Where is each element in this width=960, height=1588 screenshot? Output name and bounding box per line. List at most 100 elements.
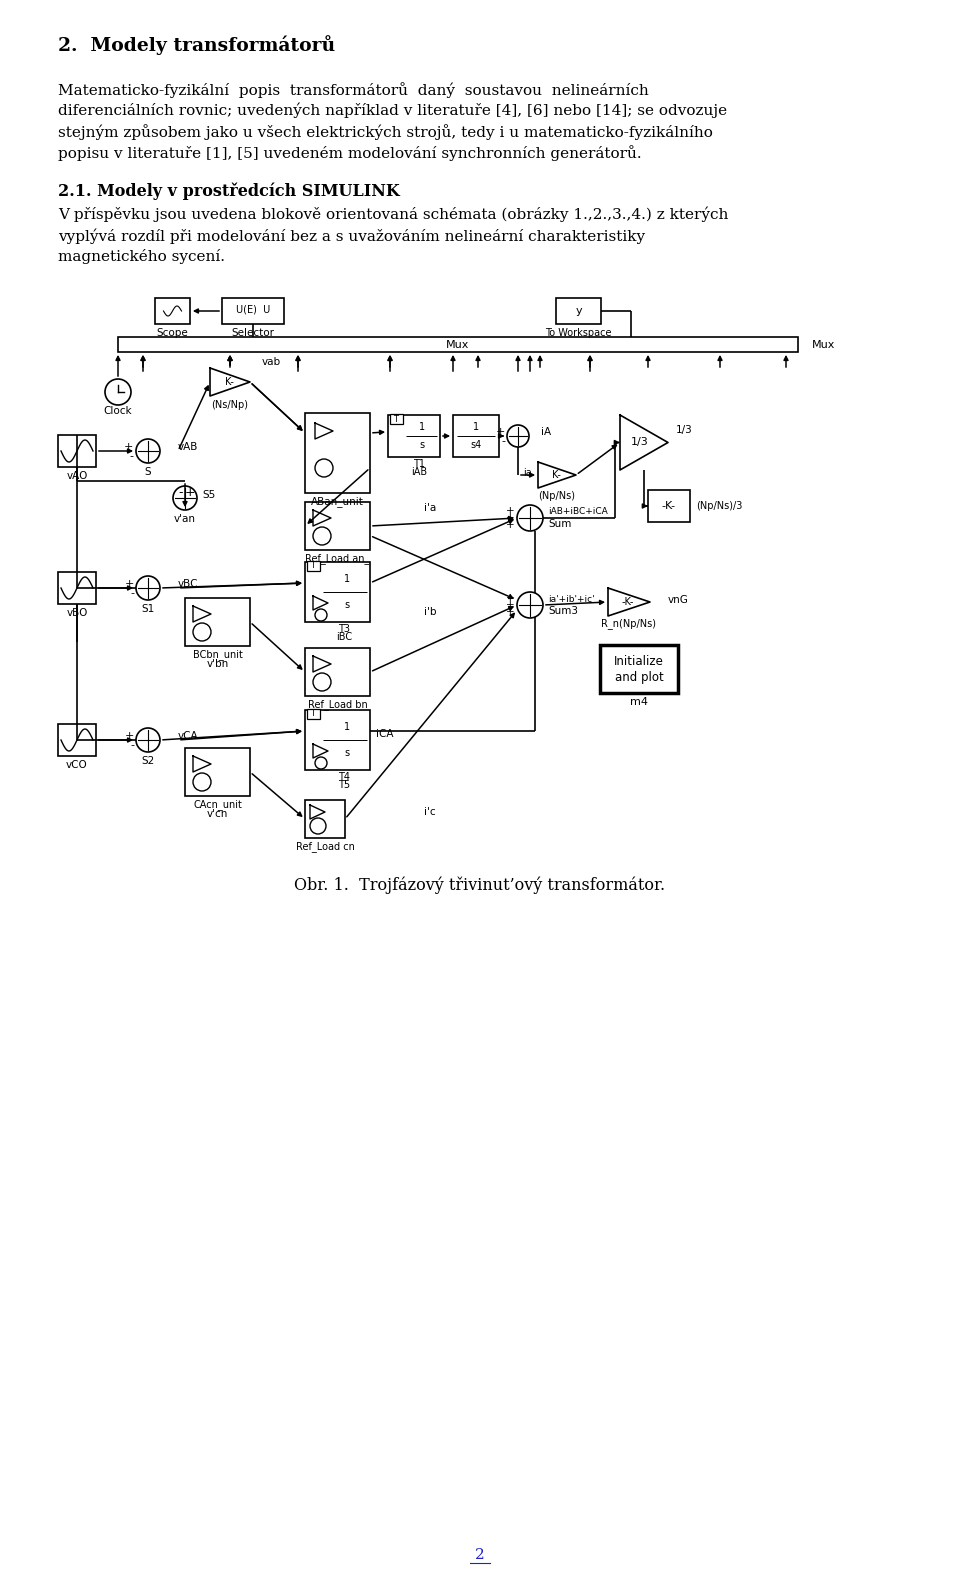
Text: Sum3: Sum3 — [548, 607, 578, 616]
Text: K-: K- — [552, 470, 561, 480]
Text: CAcn_unit: CAcn_unit — [193, 799, 242, 810]
Text: 2.1. Modely v prostředcích SIMULINK: 2.1. Modely v prostředcích SIMULINK — [58, 183, 399, 200]
Bar — [305, 710, 370, 770]
Bar — [648, 491, 690, 522]
Text: s: s — [345, 600, 349, 610]
Text: (Np/Ns)/3: (Np/Ns)/3 — [696, 500, 742, 511]
Bar — [390, 414, 403, 424]
Text: vBO: vBO — [66, 608, 87, 618]
Text: diferenciálních rovnic; uvedených například v literatuře [4], [6] nebo [14]; se : diferenciálních rovnic; uvedených napřík… — [58, 103, 727, 119]
Circle shape — [136, 727, 160, 753]
Text: T: T — [394, 414, 398, 424]
Text: +: + — [506, 592, 515, 603]
Text: Ref_Load cn: Ref_Load cn — [296, 842, 354, 853]
Text: S2: S2 — [141, 756, 155, 765]
Text: Initialize: Initialize — [614, 656, 664, 669]
Polygon shape — [210, 368, 250, 395]
Text: +: + — [506, 519, 515, 530]
Text: +: + — [125, 730, 134, 742]
Text: vBC: vBC — [178, 580, 199, 589]
Text: Scope: Scope — [156, 329, 188, 338]
Text: magnetického sycení.: magnetického sycení. — [58, 249, 225, 264]
Text: Mux: Mux — [812, 340, 835, 349]
Text: vCO: vCO — [66, 761, 88, 770]
Text: T5: T5 — [338, 780, 350, 789]
Text: +: + — [124, 441, 133, 453]
Text: S5: S5 — [202, 491, 215, 500]
Bar — [305, 800, 345, 838]
Text: i'c: i'c — [424, 807, 436, 816]
Text: 1: 1 — [419, 422, 425, 432]
Text: +: + — [506, 607, 515, 618]
Text: Ref_Load an_: Ref_Load an_ — [305, 554, 370, 564]
Bar — [388, 414, 440, 457]
Text: vAO: vAO — [66, 472, 87, 481]
Text: iA: iA — [541, 427, 551, 437]
Circle shape — [173, 486, 197, 510]
Text: (Np/Ns): (Np/Ns) — [539, 491, 575, 500]
Polygon shape — [538, 462, 576, 488]
Bar — [453, 414, 499, 457]
Text: ABan_unit: ABan_unit — [311, 497, 364, 508]
Polygon shape — [193, 756, 211, 772]
Text: Selector: Selector — [231, 329, 275, 338]
Text: -: - — [130, 740, 134, 750]
Text: vAB: vAB — [178, 441, 199, 453]
Text: +: + — [495, 427, 505, 437]
Text: i'b: i'b — [423, 607, 436, 618]
Text: +: + — [506, 600, 515, 610]
Text: Clock: Clock — [104, 407, 132, 416]
Bar — [600, 645, 678, 692]
Text: iAB+iBC+iCA: iAB+iBC+iCA — [548, 508, 608, 516]
Text: V příspěvku jsou uvedena blokově orientovaná schémata (obrázky 1.,2.,3.,4.) z kt: V příspěvku jsou uvedena blokově oriento… — [58, 206, 729, 222]
Text: vnG: vnG — [668, 596, 689, 605]
Bar — [58, 435, 96, 467]
Circle shape — [517, 592, 543, 618]
Text: T: T — [310, 710, 316, 718]
Text: To Workspace: To Workspace — [545, 329, 612, 338]
Bar — [58, 572, 96, 603]
Polygon shape — [313, 596, 328, 610]
Bar — [556, 299, 601, 324]
Text: y: y — [575, 306, 582, 316]
Bar — [185, 599, 250, 646]
Bar — [118, 337, 798, 353]
Polygon shape — [313, 745, 328, 757]
Text: T1: T1 — [413, 459, 425, 468]
Polygon shape — [620, 414, 668, 470]
Text: Sum: Sum — [548, 519, 571, 529]
Text: 2: 2 — [475, 1548, 485, 1563]
Bar — [307, 708, 320, 719]
Bar — [305, 648, 370, 696]
Text: R_n(Np/Ns): R_n(Np/Ns) — [602, 619, 657, 629]
Text: S: S — [145, 467, 152, 476]
Circle shape — [517, 505, 543, 530]
Text: +: + — [506, 513, 515, 522]
Bar — [305, 502, 370, 549]
Text: iCA: iCA — [376, 729, 394, 738]
Text: Obr. 1.  Trojfázový třivinut’ový transformátor.: Obr. 1. Trojfázový třivinut’ový transfor… — [295, 877, 665, 894]
Text: vab: vab — [262, 357, 281, 367]
Circle shape — [507, 426, 529, 446]
Text: 1: 1 — [345, 573, 350, 584]
Text: 1/3: 1/3 — [676, 426, 693, 435]
Text: -: - — [129, 451, 133, 461]
Text: popisu v literatuře [1], [5] uvedeném modelování synchronních generátorů.: popisu v literatuře [1], [5] uvedeném mo… — [58, 145, 641, 160]
Text: v'cn: v'cn — [206, 808, 228, 819]
Text: -K-: -K- — [622, 597, 635, 607]
Text: T3: T3 — [338, 624, 350, 634]
Circle shape — [136, 438, 160, 464]
Text: i'a: i'a — [424, 503, 436, 513]
Bar — [58, 724, 96, 756]
Bar — [222, 299, 284, 324]
Text: m4: m4 — [630, 697, 648, 707]
Circle shape — [136, 576, 160, 600]
Text: Matematicko-fyzikální  popis  transformátorů  daný  soustavou  nelineárních: Matematicko-fyzikální popis transformáto… — [58, 83, 649, 98]
Text: (Ns/Np): (Ns/Np) — [211, 400, 249, 410]
Bar — [185, 748, 250, 796]
Text: S1: S1 — [141, 603, 155, 615]
Text: s4: s4 — [470, 440, 482, 451]
Text: iAB: iAB — [411, 467, 427, 476]
Text: s: s — [345, 748, 349, 757]
Text: T4: T4 — [338, 772, 350, 781]
